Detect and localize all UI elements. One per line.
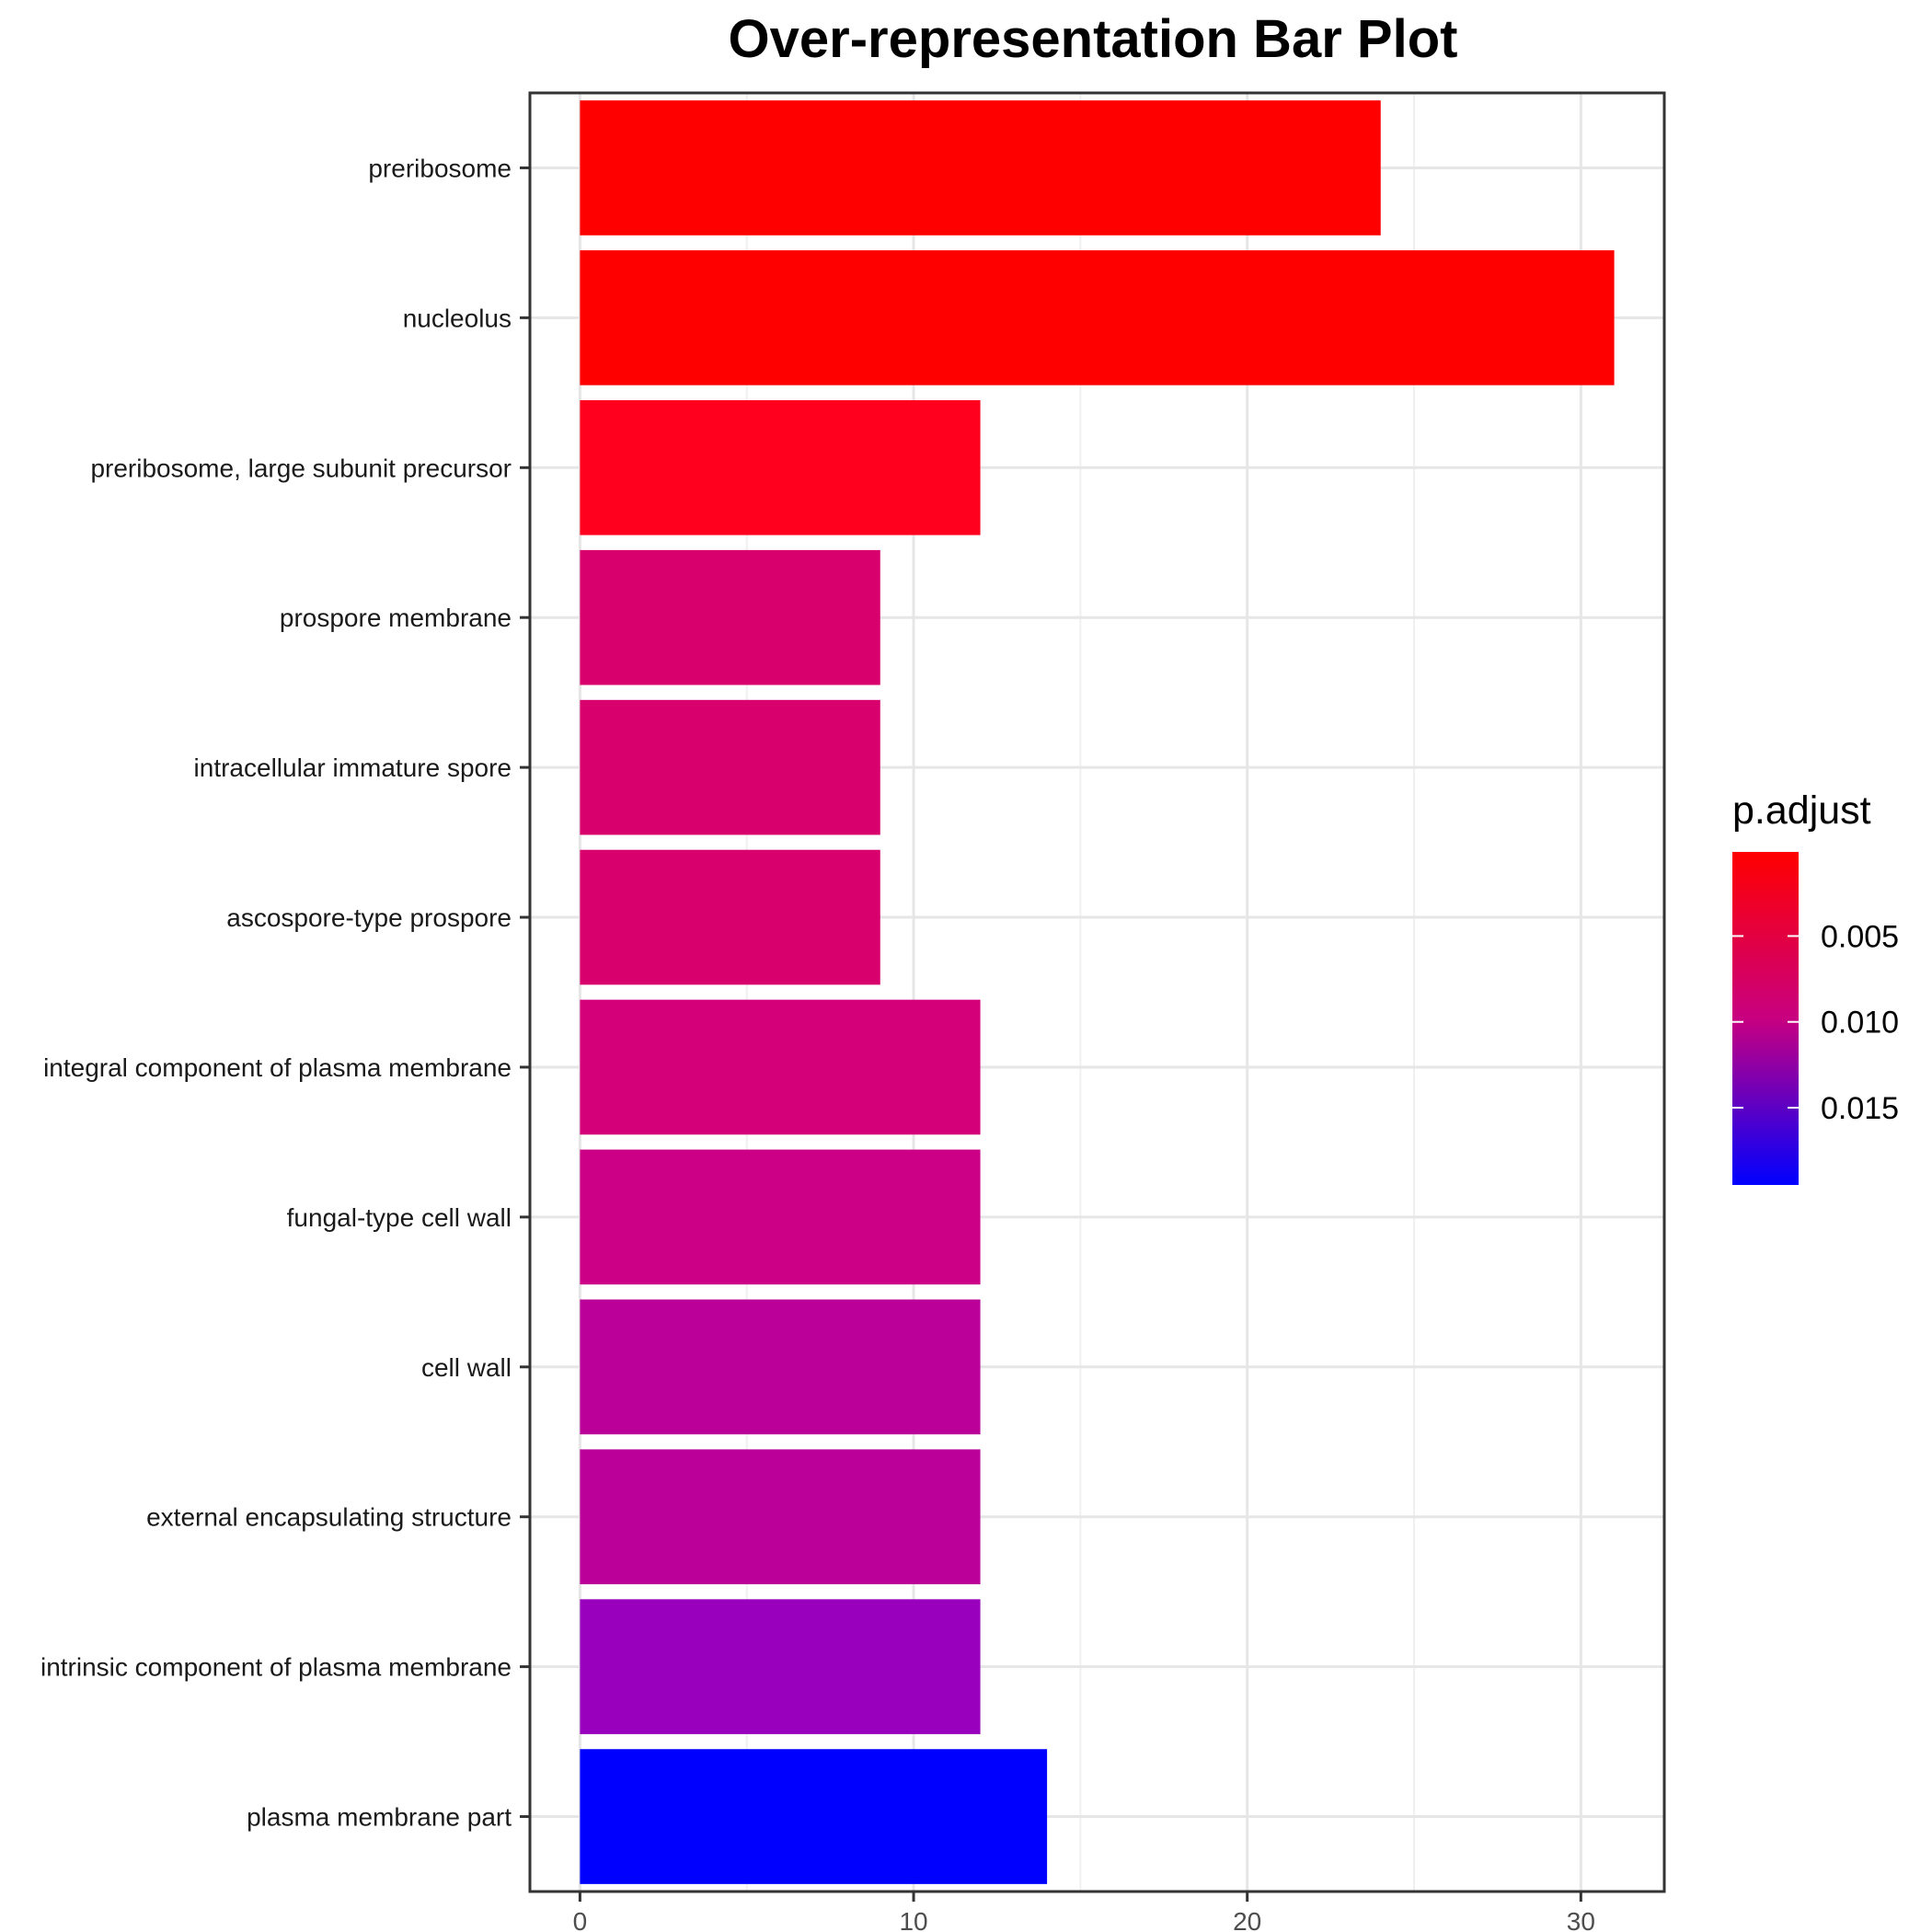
bar (580, 1449, 981, 1585)
y-tick-label: external encapsulating structure (146, 1503, 512, 1532)
bar (580, 699, 880, 835)
bar (580, 1299, 981, 1435)
bar (580, 1599, 981, 1734)
y-tick-label: plasma membrane part (247, 1803, 512, 1832)
y-axis: preribosome nucleolus preribosome, large s… (40, 154, 530, 1832)
bar (580, 250, 1615, 385)
y-tick-label: nucleolus (403, 304, 512, 332)
bar (580, 1149, 981, 1285)
bars (580, 100, 1615, 1884)
legend: p.adjust 0.005 0.010 0.015 (1732, 788, 1899, 1185)
x-tick-label: 10 (899, 1907, 927, 1932)
y-tick-label: integral component of plasma membrane (43, 1053, 512, 1082)
y-tick-label: fungal-type cell wall (287, 1203, 512, 1232)
plot-panel (530, 93, 1664, 1892)
chart-title: Over-representation Bar Plot (729, 9, 1458, 69)
legend-tick-label: 0.015 (1821, 1091, 1899, 1126)
legend-ticks: 0.005 0.010 0.015 (1732, 919, 1899, 1126)
y-tick-label: prospore membrane (280, 604, 512, 632)
legend-colorbar (1732, 852, 1799, 1185)
y-tick-label: ascospore-type prospore (226, 903, 512, 932)
y-tick-label: preribosome, large subunit precursor (90, 454, 512, 482)
bar (580, 100, 1381, 236)
plot-border (528, 91, 1666, 1893)
x-tick-label: 30 (1567, 1907, 1595, 1932)
bar (580, 549, 880, 685)
bar (580, 849, 880, 985)
legend-tick-label: 0.005 (1821, 919, 1899, 954)
x-axis: 0 10 20 30 (573, 1892, 1595, 1932)
x-tick-label: 0 (573, 1907, 588, 1932)
y-tick-label: preribosome (368, 154, 512, 182)
y-tick-label: intrinsic component of plasma membrane (40, 1653, 512, 1682)
bar (580, 999, 981, 1135)
y-tick-label: cell wall (421, 1353, 512, 1382)
legend-title: p.adjust (1732, 788, 1871, 833)
y-tick-label: intracellular immature spore (194, 753, 512, 782)
x-tick-label: 20 (1233, 1907, 1261, 1932)
bar (580, 1749, 1048, 1884)
bar (580, 399, 981, 535)
legend-tick-label: 0.010 (1821, 1006, 1899, 1041)
